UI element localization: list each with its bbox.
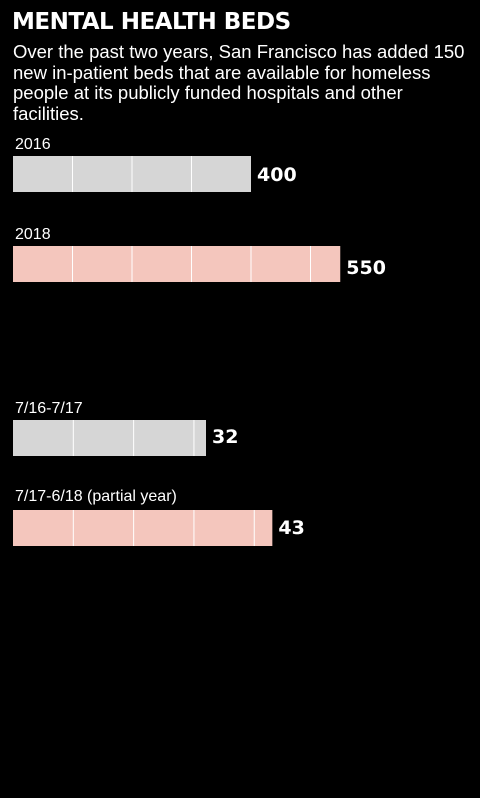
category-label: 7/16-7/17: [15, 400, 83, 417]
category-label: 7/17-6/18 (partial year): [15, 488, 177, 505]
category-label: 2016: [15, 136, 51, 153]
bar: [13, 246, 341, 282]
value-label: 400: [257, 164, 297, 186]
bar: [13, 420, 206, 456]
bar: [13, 510, 273, 546]
value-label: 32: [212, 426, 238, 448]
category-label: 2018: [15, 226, 51, 243]
value-label: 550: [346, 257, 386, 279]
chart-title: MENTAL HEALTH BEDS: [12, 9, 291, 35]
value-label: 43: [278, 517, 304, 539]
chart-subtitle: Over the past two years, San Francisco h…: [13, 41, 465, 124]
